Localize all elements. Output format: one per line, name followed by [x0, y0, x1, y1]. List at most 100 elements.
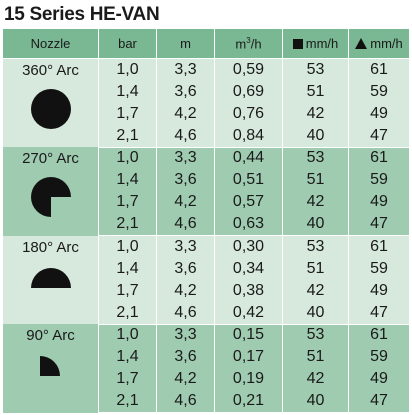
cell-square-rate: 40 [282, 124, 349, 148]
header-row: Nozzle bar m m3/h mm/h mm/h [2, 28, 410, 59]
cell-radius: 4,2 [156, 279, 215, 302]
cell-square-rate: 42 [282, 279, 349, 302]
cell-triangle-rate: 59 [348, 169, 410, 192]
cell-radius: 4,6 [156, 213, 215, 237]
cell-flow: 0,15 [214, 324, 283, 347]
header-nozzle: Nozzle [2, 28, 99, 59]
cell-pressure: 1,0 [98, 58, 157, 81]
header-flow-sup: 3 [246, 35, 251, 45]
page-title: 15 Series HE-VAN [4, 4, 160, 25]
cell-flow: 0,57 [214, 191, 283, 214]
cell-triangle-rate: 47 [348, 124, 410, 148]
cell-square-rate: 53 [282, 235, 349, 258]
cell-square-rate: 40 [282, 301, 349, 325]
cell-pressure: 1,4 [98, 169, 157, 192]
cell-square-rate: 51 [282, 257, 349, 280]
three-quarter-circle-icon [3, 175, 98, 224]
table-row: 2,1 4,6 0,63 40 47 [3, 213, 410, 237]
table-row: 90° Arc 1,0 3,3 0,15 53 61 [2, 324, 410, 413]
table-row: 1,4 3,6 0,34 51 59 [3, 257, 410, 280]
table-row: 2,1 4,6 0,42 40 47 [3, 301, 410, 325]
cell-flow: 0,19 [214, 368, 283, 391]
cell-pressure: 1,0 [98, 235, 157, 258]
cell-square-rate: 42 [282, 102, 349, 125]
cell-flow: 0,76 [214, 102, 283, 125]
cell-triangle-rate: 49 [348, 279, 410, 302]
cell-square-rate: 53 [282, 324, 349, 347]
nozzle-label: 180° Arc [22, 238, 79, 256]
header-triangle-rate-label: mm/h [370, 36, 403, 51]
table-row: 1,4 3,6 0,51 51 59 [3, 169, 410, 192]
nozzle-cell: 270° Arc [2, 147, 99, 236]
cell-triangle-rate: 59 [348, 80, 410, 103]
cell-triangle-rate: 61 [348, 58, 410, 81]
table-row: 2,1 4,6 0,21 40 47 [3, 390, 410, 414]
cell-radius: 4,2 [156, 102, 215, 125]
cell-square-rate: 40 [282, 390, 349, 414]
header-flow: m3/h [214, 28, 283, 59]
nozzle-label: 90° Arc [26, 327, 75, 344]
header-radius: m [156, 28, 215, 59]
cell-radius: 3,6 [156, 346, 215, 369]
cell-radius: 3,6 [156, 169, 215, 192]
cell-square-rate: 42 [282, 368, 349, 391]
table-row: 1,4 3,6 0,69 51 59 [3, 80, 410, 103]
cell-pressure: 1,7 [98, 102, 157, 125]
cell-triangle-rate: 61 [348, 235, 410, 258]
cell-pressure: 2,1 [98, 124, 157, 148]
cell-triangle-rate: 59 [348, 346, 410, 369]
table-row: 1,7 4,2 0,38 42 49 [3, 279, 410, 302]
header-flow-tail: /h [250, 36, 262, 52]
cell-flow: 0,38 [214, 279, 283, 302]
table-row: 180° Arc 1,0 3,3 0,30 53 61 [2, 235, 410, 324]
header-square-rate-label: mm/h [305, 36, 339, 51]
full-circle-icon [3, 87, 98, 136]
cell-triangle-rate: 59 [348, 257, 410, 280]
cell-pressure: 2,1 [98, 213, 157, 237]
table-row: 1,7 4,2 0,76 42 49 [3, 102, 410, 125]
table-row: 270° Arc 1,0 3,3 0,44 53 61 [2, 147, 410, 236]
cell-square-rate: 42 [282, 191, 349, 214]
cell-square-rate: 51 [282, 80, 349, 103]
cell-pressure: 1,7 [98, 191, 157, 214]
cell-pressure: 1,4 [98, 346, 157, 369]
quarter-circle-icon [3, 352, 98, 383]
cell-radius: 3,3 [156, 147, 215, 170]
header-pressure: bar [98, 28, 157, 59]
cell-pressure: 1,4 [98, 257, 157, 280]
cell-radius: 3,6 [156, 80, 215, 103]
cell-flow: 0,17 [214, 346, 283, 369]
cell-pressure: 2,1 [98, 301, 157, 325]
cell-square-rate: 53 [282, 147, 349, 170]
cell-flow: 0,63 [214, 213, 283, 237]
cell-flow: 0,84 [214, 124, 283, 148]
cell-triangle-rate: 47 [348, 390, 410, 414]
table-row: 2,1 4,6 0,84 40 47 [3, 124, 410, 148]
cell-square-rate: 40 [282, 213, 349, 237]
cell-radius: 4,6 [156, 301, 215, 325]
cell-radius: 4,2 [156, 368, 215, 391]
cell-triangle-rate: 61 [348, 324, 410, 347]
table-row: 1,7 4,2 0,57 42 49 [3, 191, 410, 214]
nozzle-label: 360° Arc [22, 62, 79, 79]
cell-flow: 0,69 [214, 80, 283, 103]
cell-radius: 3,3 [156, 58, 215, 81]
table-row: 1,7 4,2 0,19 42 49 [3, 368, 410, 391]
cell-square-rate: 53 [282, 58, 349, 81]
cell-square-rate: 51 [282, 346, 349, 369]
table-row: 360° Arc 1,0 3,3 0,59 53 61 [2, 58, 410, 147]
cell-flow: 0,51 [214, 169, 283, 192]
cell-pressure: 2,1 [98, 390, 157, 414]
nozzle-cell: 180° Arc [2, 235, 99, 324]
cell-triangle-rate: 47 [348, 213, 410, 237]
half-circle-icon [3, 264, 98, 295]
header-square-rate: mm/h [282, 28, 349, 59]
cell-flow: 0,21 [214, 390, 283, 414]
cell-square-rate: 51 [282, 169, 349, 192]
cell-radius: 4,2 [156, 191, 215, 214]
cell-pressure: 1,0 [98, 147, 157, 170]
nozzle-label: 270° Arc [22, 150, 79, 167]
cell-radius: 3,3 [156, 324, 215, 347]
cell-pressure: 1,7 [98, 368, 157, 391]
cell-triangle-rate: 49 [348, 102, 410, 125]
